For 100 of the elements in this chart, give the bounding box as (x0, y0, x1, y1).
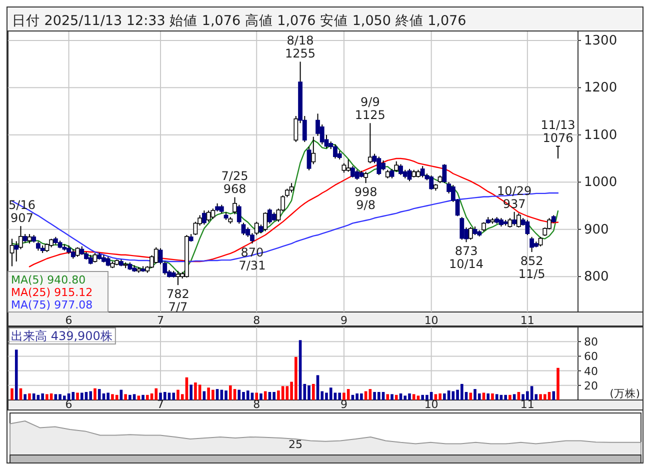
annotation: 9/9 1125 (354, 95, 386, 122)
x-tick-label: 8 (253, 314, 260, 327)
bar (495, 394, 498, 400)
bar (54, 394, 58, 400)
bar (80, 392, 84, 400)
bar (386, 394, 390, 400)
bar (508, 394, 512, 400)
bar (98, 389, 101, 400)
bar (543, 394, 546, 400)
bar (443, 393, 446, 400)
bar (202, 391, 206, 400)
y-tick-label: 20 (584, 379, 598, 392)
bar (194, 382, 197, 400)
bar (364, 391, 368, 400)
bar (452, 391, 455, 400)
chart-title: 日付 2025/11/13 12:33 始値 1,076 高値 1,076 安値 1,050 終値 1,076 (12, 13, 466, 29)
annotation: 852 11/5 (518, 254, 546, 282)
bar (316, 375, 320, 400)
bar (512, 394, 516, 400)
bar (434, 394, 438, 400)
bar (469, 392, 472, 400)
bar (163, 392, 166, 400)
bar (272, 392, 276, 400)
y-tick-label: 1100 (584, 128, 618, 143)
y-tick-label: 800 (584, 270, 609, 285)
annotation: 11/13 1076 (540, 118, 576, 146)
bar (132, 394, 136, 400)
bar (154, 388, 158, 400)
bar (312, 384, 315, 400)
bar (190, 384, 192, 400)
x-tick-label: 11 (520, 398, 534, 411)
x-tick-label: 7 (157, 314, 164, 327)
y-axis-title: (万株) (610, 387, 640, 400)
bar (412, 394, 416, 400)
annotation: 8/18 1255 (285, 34, 316, 61)
x-tick-label: 8 (253, 398, 260, 411)
bar (137, 396, 140, 400)
x-tick-label: 9 (340, 314, 348, 327)
x-tick-label: 9 (340, 398, 348, 411)
bar (106, 392, 110, 400)
bar (94, 388, 96, 400)
bar (286, 386, 289, 400)
y-tick-label: 40 (584, 364, 598, 378)
bar (28, 393, 31, 400)
bar (394, 394, 398, 400)
text: MA(25) 915.12 (11, 286, 93, 299)
bar (281, 386, 284, 400)
bar (142, 394, 144, 400)
bar (229, 385, 232, 400)
series-label: MA(5) 940.80 (11, 274, 86, 286)
annotation: 25 (288, 438, 302, 451)
bar (260, 393, 262, 400)
bar (246, 390, 250, 400)
bar (264, 391, 267, 400)
bar (329, 388, 332, 400)
x-tick-label: 10 (424, 398, 438, 411)
bar (198, 384, 202, 400)
bar (298, 340, 302, 400)
bar (224, 390, 228, 400)
bar (438, 393, 442, 400)
bar (308, 385, 310, 400)
x-tick-label: 7 (157, 398, 164, 411)
bar (14, 350, 18, 400)
bar (342, 392, 346, 400)
y-tick-label: 900 (584, 222, 609, 238)
bar (168, 392, 171, 400)
bar (447, 390, 450, 400)
bar (41, 393, 44, 400)
bar (238, 390, 241, 400)
y-tick-label: 1200 (584, 80, 618, 96)
bar (416, 396, 420, 400)
bar (111, 394, 114, 400)
y-tick-label: 1000 (584, 175, 618, 190)
annotation: 782 7/7 (166, 287, 190, 314)
bar (146, 394, 149, 400)
y-tick-label: 1300 (584, 33, 618, 48)
bar (172, 392, 176, 400)
bar (482, 392, 486, 400)
chart-title: 出来高 439,900株 (11, 329, 112, 343)
y-tick-label: 80 (584, 336, 598, 349)
annotation: 7/25 968 (221, 169, 248, 196)
bar (76, 392, 79, 400)
bar (504, 394, 507, 400)
bar (10, 388, 14, 400)
annotation: 873 10/14 (448, 244, 484, 272)
bar (534, 394, 538, 400)
bar (491, 393, 494, 400)
bar (486, 393, 490, 400)
annotation: 998 9/8 (354, 185, 378, 212)
bar (390, 394, 394, 400)
bar (24, 394, 27, 400)
bar (530, 386, 534, 400)
bar (124, 394, 127, 400)
bar (46, 394, 48, 400)
x-tick-label: 10 (424, 314, 438, 327)
bar (404, 396, 407, 400)
bar (255, 392, 258, 400)
x-tick-label: 6 (65, 398, 72, 411)
x-tick-label: 11 (520, 314, 534, 327)
bar (250, 392, 254, 400)
